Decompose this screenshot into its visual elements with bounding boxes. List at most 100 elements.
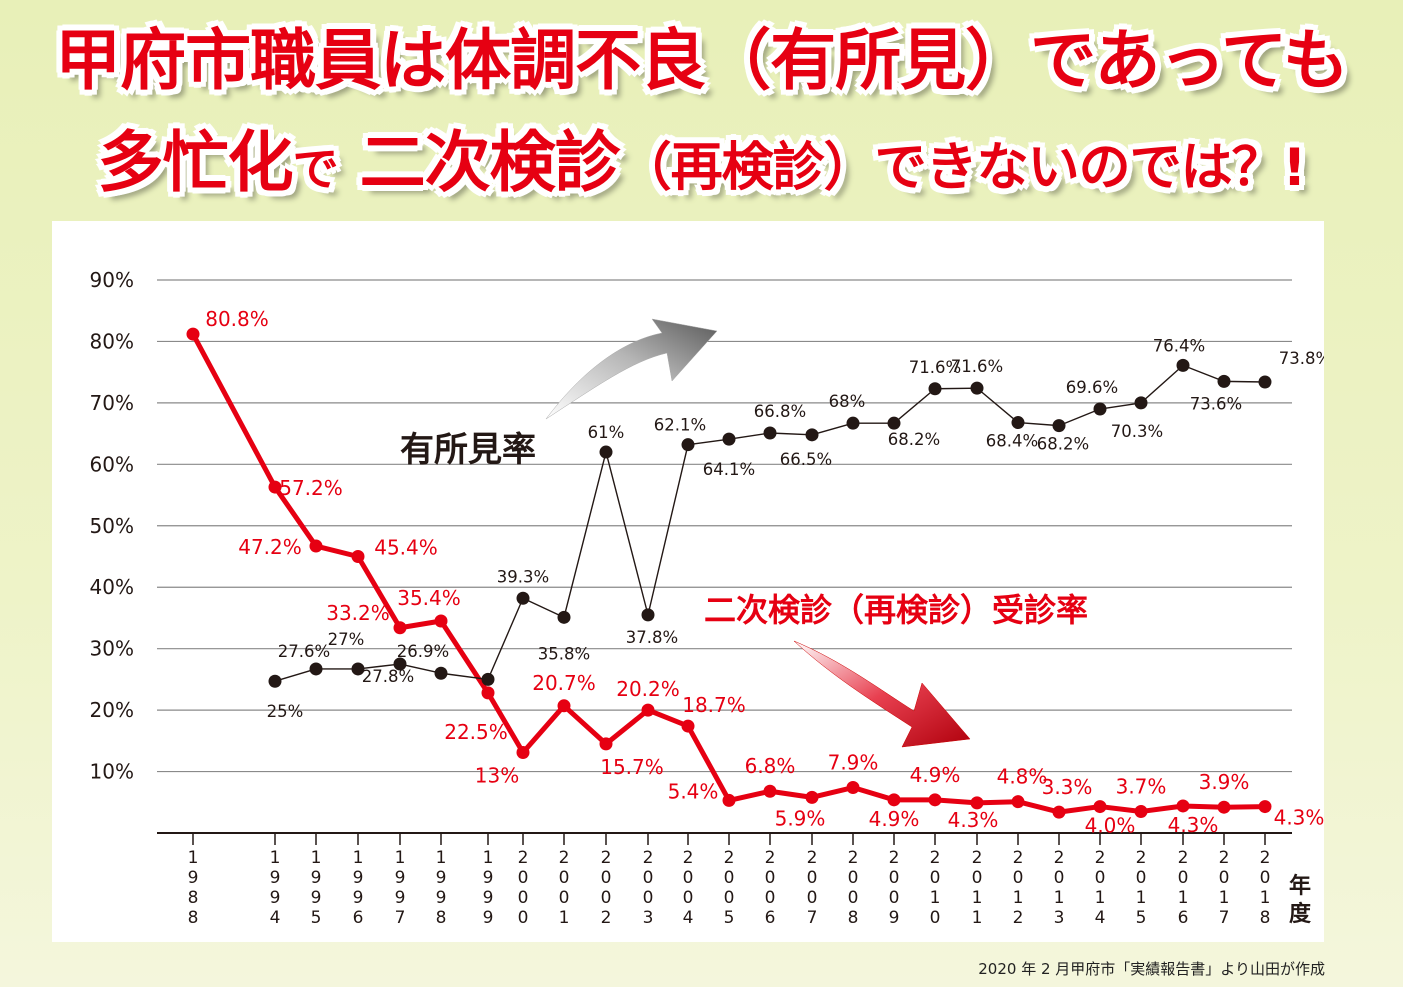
series-label-reexam-rate: 二次検診（再検診）受診率 xyxy=(704,591,1088,629)
data-point-findings xyxy=(1176,358,1190,372)
data-point-findings xyxy=(268,674,282,688)
headline-line-2: 多忙化で 二次検診（再検診）できないのでは？! xyxy=(0,130,1403,196)
line-chart: 10% 20% 30% 40% 50% 60% 70% 80% 90% 1 9 8 8 1 9 9 4 1 9 9 5 1… xyxy=(90,268,1324,928)
data-label-reexam: 15.7% xyxy=(600,755,664,779)
data-label-findings: 37.8% xyxy=(626,628,678,647)
data-label-findings: 39.3% xyxy=(497,567,549,586)
y-tick-label: 10% xyxy=(90,760,134,784)
data-point-findings xyxy=(557,610,571,624)
data-label-findings: 35.8% xyxy=(538,644,590,663)
data-label-findings: 73.6% xyxy=(1190,394,1242,413)
series-label-findings-rate: 有所見率 xyxy=(400,430,536,470)
data-label-reexam: 5.9% xyxy=(775,806,826,830)
headline-de: で xyxy=(292,142,339,196)
data-label-reexam: 80.8% xyxy=(205,307,269,331)
data-point-reexam xyxy=(763,784,777,798)
data-label-reexam: 57.2% xyxy=(279,476,343,500)
y-tick-label: 70% xyxy=(90,391,134,415)
data-point-findings xyxy=(481,672,495,686)
headline-line-1: 甲府市職員は体調不良（有所見）であっても xyxy=(55,22,1349,99)
data-label-reexam: 4.9% xyxy=(869,807,920,831)
data-point-findings xyxy=(887,416,901,430)
data-point-reexam xyxy=(268,480,282,494)
data-point-reexam xyxy=(641,703,655,717)
data-label-reexam: 4.3% xyxy=(948,808,999,832)
data-label-reexam: 4.9% xyxy=(910,763,961,787)
data-label-findings: 69.6% xyxy=(1066,378,1118,397)
x-axis-title: 年度 xyxy=(1289,873,1312,927)
data-label-findings: 26.9% xyxy=(397,642,449,661)
data-point-findings xyxy=(309,662,323,676)
data-point-findings xyxy=(1134,396,1148,410)
trend-down-arrow-icon xyxy=(793,640,971,748)
data-label-reexam: 45.4% xyxy=(374,536,438,560)
data-label-reexam: 33.2% xyxy=(326,601,390,625)
data-point-reexam xyxy=(1134,804,1148,818)
headline-question: できないのでは？! xyxy=(874,138,1307,198)
y-tick-label: 80% xyxy=(90,329,134,353)
data-label-findings: 68.4% xyxy=(986,432,1038,451)
data-label-reexam: 4.3% xyxy=(1168,813,1219,837)
data-point-reexam xyxy=(434,614,448,628)
data-point-reexam xyxy=(393,621,407,635)
data-point-findings xyxy=(351,662,365,676)
data-label-reexam: 3.7% xyxy=(1116,774,1167,798)
y-tick-label: 50% xyxy=(90,514,134,538)
data-point-findings xyxy=(805,428,819,442)
y-tick-label: 30% xyxy=(90,637,134,661)
data-point-reexam xyxy=(309,539,323,553)
data-point-reexam xyxy=(887,793,901,807)
data-label-reexam: 22.5% xyxy=(444,720,508,744)
data-label-findings: 66.8% xyxy=(754,402,806,421)
headline-reexam: （再検診） xyxy=(619,138,876,198)
data-point-reexam xyxy=(1093,800,1107,814)
source-note: 2020 年 2 月甲府市「実績報告書」より山田が作成 xyxy=(978,960,1325,978)
data-point-findings xyxy=(928,382,942,396)
data-point-reexam xyxy=(1176,799,1190,813)
data-label-findings: 27.8% xyxy=(362,667,414,686)
data-point-findings xyxy=(516,591,530,605)
data-label-findings: 68.2% xyxy=(1037,435,1089,454)
data-label-findings: 76.4% xyxy=(1153,336,1205,355)
data-point-findings xyxy=(970,381,984,395)
data-label-findings: 71.6% xyxy=(909,358,961,377)
data-point-findings xyxy=(393,657,407,671)
data-label-reexam: 18.7% xyxy=(682,693,746,717)
data-point-reexam xyxy=(970,796,984,810)
data-label-reexam: 4.8% xyxy=(997,765,1048,789)
data-label-findings: 27.6% xyxy=(278,642,330,661)
chart-panel: 10% 20% 30% 40% 50% 60% 70% 80% 90% 1 9 8 8 1 9 9 4 1 9 9 5 1… xyxy=(52,221,1324,942)
data-label-reexam: 4.3% xyxy=(1274,806,1324,830)
data-label-reexam: 20.7% xyxy=(532,671,596,695)
data-label-findings: 68% xyxy=(829,392,866,411)
data-point-reexam xyxy=(805,790,819,804)
data-point-findings xyxy=(1093,402,1107,416)
data-point-findings xyxy=(681,438,695,452)
data-point-findings xyxy=(434,666,448,680)
data-label-findings: 61% xyxy=(588,423,625,442)
y-tick-label: 20% xyxy=(90,698,134,722)
data-label-reexam: 13% xyxy=(475,764,519,788)
data-label-reexam: 47.2% xyxy=(238,535,302,559)
y-tick-label: 40% xyxy=(90,575,134,599)
data-label-findings: 68.2% xyxy=(888,430,940,449)
data-label-findings: 62.1% xyxy=(654,416,706,435)
data-label-reexam: 3.3% xyxy=(1042,775,1093,799)
